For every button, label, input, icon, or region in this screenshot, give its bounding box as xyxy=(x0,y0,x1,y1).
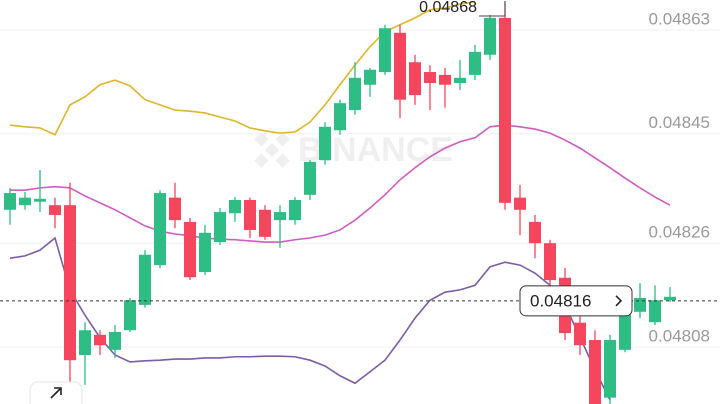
candle-body xyxy=(409,62,421,96)
candle-body xyxy=(379,28,391,73)
y-tick-label: 0.04863 xyxy=(649,9,710,28)
candle-body xyxy=(124,300,136,331)
band-line xyxy=(10,124,671,243)
current-price-label: 0.04816 xyxy=(530,291,591,310)
candle-body xyxy=(334,103,346,131)
y-tick-label: 0.04845 xyxy=(649,113,710,132)
band-line xyxy=(9,0,476,136)
current-price-box xyxy=(519,285,633,317)
candle-body xyxy=(469,51,481,75)
candle-body xyxy=(199,232,211,273)
candle-body xyxy=(634,297,646,312)
candle-body xyxy=(364,69,376,85)
candle-body xyxy=(484,17,496,55)
candle-body xyxy=(214,212,226,243)
high-price-label: 0.04868 xyxy=(419,0,477,16)
candle-body xyxy=(94,334,106,346)
watermark: BINANCE xyxy=(254,131,453,169)
candle-body xyxy=(574,322,586,346)
candle-body xyxy=(649,300,661,323)
candle-body xyxy=(184,221,196,278)
candle-body xyxy=(244,199,256,230)
candle-body xyxy=(4,193,16,210)
candle-body xyxy=(604,340,616,398)
candle-body xyxy=(304,161,316,195)
candle-body xyxy=(154,193,166,266)
candle-body xyxy=(139,254,151,305)
candle-body xyxy=(64,205,76,361)
candle-body xyxy=(274,212,286,221)
candle-body xyxy=(109,331,121,350)
candle-body xyxy=(229,199,241,214)
candle-body xyxy=(499,17,511,203)
current-price-tag[interactable]: 0.04816 xyxy=(519,285,633,317)
expand-button[interactable] xyxy=(29,381,83,404)
candle-body xyxy=(349,77,361,111)
candle-body xyxy=(544,243,556,281)
candle-body xyxy=(34,198,46,202)
candle-body xyxy=(664,296,676,301)
candle-body xyxy=(169,197,181,221)
y-tick-label: 0.04808 xyxy=(649,326,710,345)
y-tick-label: 0.04826 xyxy=(649,223,710,242)
candle-body xyxy=(259,209,271,237)
candle-body xyxy=(439,74,451,85)
candle-body xyxy=(529,221,541,244)
candle-body xyxy=(19,197,31,206)
candle-body xyxy=(424,72,436,83)
candle-body xyxy=(394,32,406,100)
band-line xyxy=(9,236,611,401)
candle-body xyxy=(454,77,466,83)
candle-body xyxy=(514,197,526,210)
candle-body xyxy=(319,126,331,161)
candle-body xyxy=(79,330,91,356)
candle-body xyxy=(49,205,61,215)
candle-body xyxy=(289,199,301,221)
candle-body xyxy=(589,340,601,404)
high-price-leader xyxy=(479,1,506,17)
chevron-icon xyxy=(615,295,623,307)
